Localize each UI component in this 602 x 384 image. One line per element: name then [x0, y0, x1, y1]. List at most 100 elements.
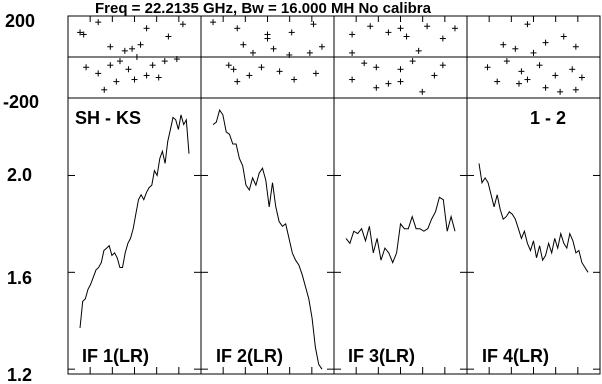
phase-point	[80, 31, 87, 38]
phase-point	[107, 62, 114, 69]
phase-point	[419, 88, 426, 95]
phase-point	[512, 45, 519, 52]
amp-tick-label-2.0: 2.0	[7, 165, 32, 185]
phase-point	[373, 64, 380, 71]
phase-point	[494, 78, 501, 85]
phase-point	[249, 49, 256, 56]
phase-point	[179, 21, 186, 28]
phase-point	[524, 76, 531, 83]
if2-label: IF 2(LR)	[216, 346, 283, 366]
phase-point	[361, 60, 368, 67]
phase-point	[288, 29, 295, 36]
phase-point	[560, 33, 567, 40]
phase-point	[107, 43, 114, 50]
amp-panel-frame	[466, 97, 601, 375]
phase-point	[530, 49, 537, 56]
amplitude-series-line	[345, 196, 456, 264]
amplitude-series-line	[212, 108, 323, 370]
phase-point	[95, 70, 102, 77]
phase-point	[439, 62, 446, 69]
amplitude-series-line	[79, 114, 190, 329]
phase-point	[264, 35, 271, 42]
phase-point	[149, 62, 156, 69]
phase-point	[225, 62, 232, 69]
phase-point	[77, 29, 84, 36]
phase-point	[101, 86, 108, 93]
phase-point	[557, 88, 564, 95]
baseline-label: SH - KS	[75, 108, 141, 128]
chart-title: Freq = 22.2135 GHz, Bw = 16.000 MH No ca…	[95, 0, 432, 17]
phase-point	[397, 78, 404, 85]
phase-point	[312, 70, 319, 77]
phase-point	[161, 58, 168, 65]
phase-point	[83, 64, 90, 71]
phase-point	[385, 29, 392, 36]
phase-point	[234, 25, 241, 32]
amplitude-panel-row	[79, 108, 589, 370]
phase-point	[291, 76, 298, 83]
phase-point	[578, 74, 585, 81]
phase-point	[536, 62, 543, 69]
polarization-label: 1 - 2	[530, 108, 566, 128]
phase-point	[230, 66, 237, 73]
phase-point	[349, 31, 356, 38]
phase-point	[143, 25, 150, 32]
phase-point	[572, 43, 579, 50]
phase-point	[165, 33, 172, 40]
phase-point	[518, 68, 525, 75]
phase-point	[121, 47, 128, 54]
phase-point	[569, 66, 576, 73]
phase-point	[258, 64, 265, 71]
phase-point	[113, 78, 120, 85]
phase-point	[397, 66, 404, 73]
phase-point	[397, 25, 404, 32]
phase-point	[524, 21, 531, 28]
phase-point	[131, 76, 138, 83]
phase-point	[125, 66, 132, 73]
phase-point	[552, 72, 559, 79]
phase-point	[409, 58, 416, 65]
amplitude-series-line	[478, 163, 589, 273]
phase-point	[424, 23, 431, 30]
amp-panel-frame	[67, 97, 202, 375]
phase-tick-label-top: 200	[5, 11, 35, 31]
phase-point	[439, 35, 446, 42]
phase-point	[318, 43, 325, 50]
if4-label: IF 4(LR)	[482, 346, 549, 366]
phase-point	[451, 25, 458, 32]
phase-point	[415, 47, 422, 54]
phase-point	[503, 58, 510, 65]
phase-point	[116, 58, 123, 65]
phase-point	[234, 78, 241, 85]
phase-point	[431, 72, 438, 79]
phase-point	[310, 21, 317, 28]
phase-point	[210, 19, 217, 26]
phase-point	[349, 49, 356, 56]
phase-point	[143, 72, 150, 79]
phase-point	[403, 33, 410, 40]
phase-point	[155, 74, 162, 81]
amp-panel-frame	[333, 97, 468, 375]
phase-point	[385, 80, 392, 87]
amp-tick-label-1.2: 1.2	[7, 365, 32, 384]
phase-tick-label-bottom: -200	[3, 92, 39, 112]
phase-point	[137, 41, 144, 48]
phase-point	[129, 45, 136, 52]
phase-point	[542, 39, 549, 46]
phase-point	[306, 49, 313, 56]
if3-label: IF 3(LR)	[348, 346, 415, 366]
phase-point	[572, 86, 579, 93]
phase-point	[240, 41, 247, 48]
phase-point	[373, 84, 380, 91]
phase-point	[500, 41, 507, 48]
phase-point	[246, 72, 253, 79]
phase-point	[95, 19, 102, 26]
if1-label: IF 1(LR)	[82, 346, 149, 366]
panel-frames	[67, 15, 601, 375]
phase-point	[515, 80, 522, 87]
phase-point	[542, 84, 549, 91]
phase-point	[367, 23, 374, 30]
phase-point	[484, 64, 491, 71]
phase-panel-row	[77, 19, 585, 95]
